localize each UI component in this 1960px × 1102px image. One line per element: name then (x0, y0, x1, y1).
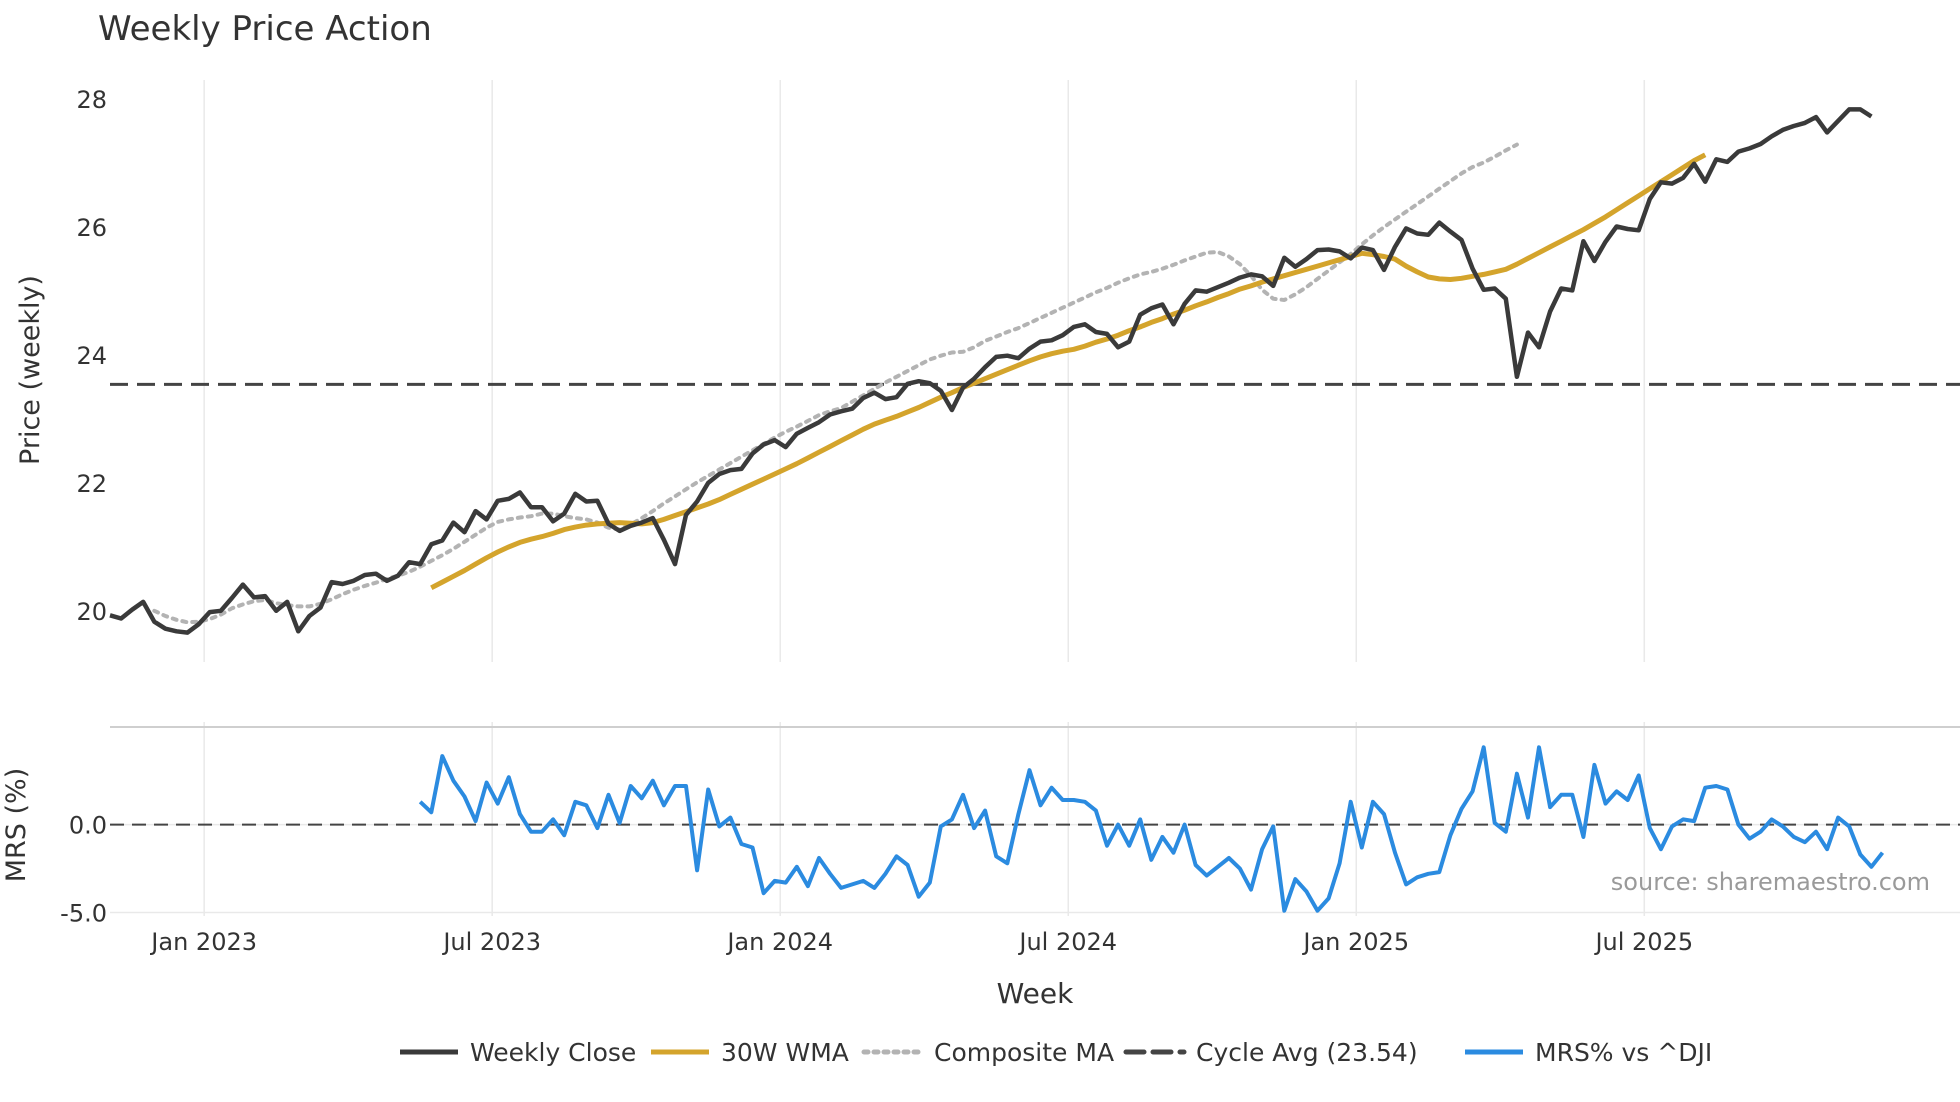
x-tick-label: Jul 2024 (1017, 928, 1117, 956)
composite-ma-line (152, 142, 1519, 625)
legend-label: 30W WMA (721, 1038, 849, 1067)
mrs-line (418, 745, 1885, 913)
x-tick-label: Jan 2023 (149, 928, 257, 956)
price-y-tick-label: 26 (76, 214, 107, 242)
mrs-axis-label: MRS (%) (1, 768, 32, 883)
price-y-tick-label: 20 (76, 598, 107, 626)
weekly-close-line (109, 107, 1873, 635)
price-gridlines (203, 80, 1646, 662)
legend-label: MRS% vs ^DJI (1535, 1038, 1712, 1067)
x-tick-label: Jul 2025 (1593, 928, 1693, 956)
price-y-tick-label: 22 (76, 470, 107, 498)
legend-label: Weekly Close (470, 1038, 636, 1067)
price-y-tick-label: 28 (76, 86, 107, 114)
price-axis-label: Price (weekly) (15, 275, 46, 465)
legend-label: Cycle Avg (23.54) (1196, 1038, 1418, 1067)
mrs-y-tick-label: 0.0 (69, 812, 107, 840)
legend-label: Composite MA (934, 1038, 1114, 1067)
axes-layer: Jan 2023 Jul 2023 Jan 2024 Jul 2024 Jan 2025… (60, 86, 1960, 956)
x-axis-label: Week (997, 977, 1074, 1010)
x-tick-label: Jan 2025 (1301, 928, 1409, 956)
legend: Weekly Close 30W WMA Composite MA Cycle Avg… (400, 1038, 1712, 1067)
mrs-y-tick-label: -5.0 (60, 899, 107, 927)
source-note: source: sharemaestro.com (1611, 868, 1930, 896)
x-tick-label: Jul 2023 (441, 928, 541, 956)
x-tick-label: Jan 2024 (725, 928, 833, 956)
series-layer (109, 107, 1960, 913)
chart-title: Weekly Price Action (98, 9, 432, 49)
price-y-tick-label: 24 (76, 342, 107, 370)
